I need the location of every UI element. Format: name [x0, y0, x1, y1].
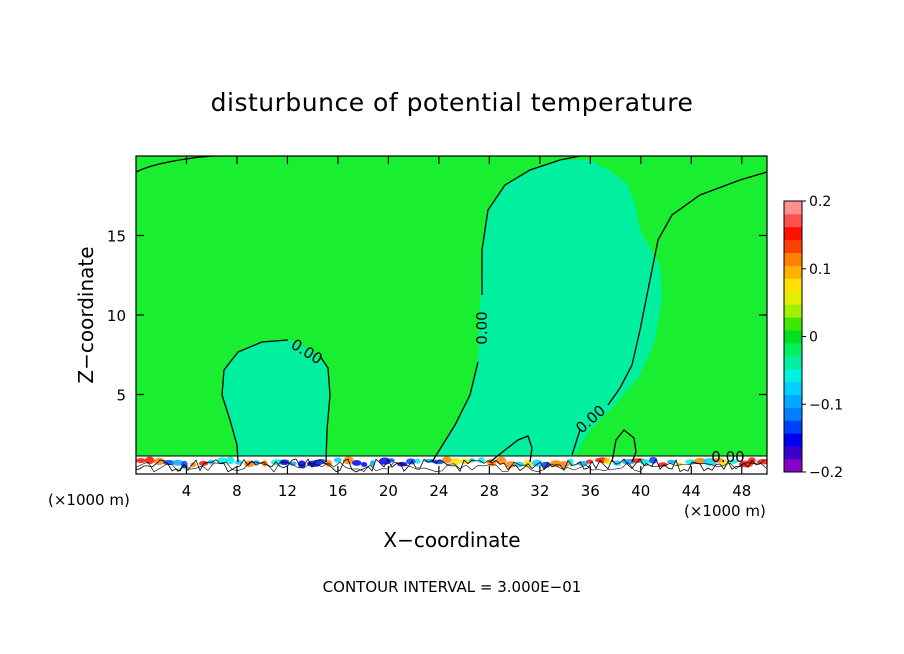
zero-contour-left [221, 339, 331, 463]
near-zero-region-left [222, 340, 330, 462]
colorbar-tick-label: 0.2 [809, 194, 831, 210]
x-tick-label: 32 [530, 482, 549, 500]
colorbar-tick-label: 0.1 [809, 262, 831, 278]
zero-contour-lines [136, 156, 767, 463]
colorbar-swatch [784, 433, 802, 447]
colorbar-swatch [784, 459, 802, 473]
y-axis: 5 10 15 [107, 228, 767, 405]
colorbar-swatch [784, 368, 802, 383]
x-tick-label: 48 [732, 482, 751, 500]
colorbar-swatch [784, 342, 802, 357]
contour-label-middle: 0.00 [473, 311, 491, 344]
plot-area: 0.00 0.00 0.00 0.00 [136, 156, 767, 474]
x-unit-left: (×1000 m) [48, 491, 130, 509]
x-tick-label: 36 [581, 482, 600, 500]
colorbar-swatch [784, 317, 802, 331]
x-tick-label: 24 [429, 482, 448, 500]
x-tick-label: 4 [182, 482, 192, 500]
colorbar-tick-label: −0.2 [809, 465, 843, 481]
near-zero-region-core-left [268, 436, 286, 462]
colorbar-swatch [784, 239, 802, 254]
y-tick-label: 10 [107, 307, 126, 325]
colorbar-swatch [784, 394, 802, 408]
colorbar-swatch [784, 265, 802, 279]
colorbar-swatch [784, 407, 802, 421]
y-tick-label: 5 [116, 387, 126, 405]
x-tick-label: 16 [328, 482, 347, 500]
x-tick-label: 28 [480, 482, 499, 500]
colorbar-swatch [784, 213, 802, 228]
colorbar-tick-label: 0 [809, 330, 818, 346]
x-axis: 4 8 12 16 20 24 28 32 36 40 44 48 [182, 156, 751, 500]
colorbar-swatch [784, 226, 802, 241]
y-axis-label: Z−coordinate [74, 246, 98, 383]
x-tick-label: 20 [379, 482, 398, 500]
x-tick-label: 44 [682, 482, 701, 500]
colorbar-swatch [784, 420, 802, 434]
zero-contour-middle [431, 156, 767, 463]
contour-interval-footer: CONTOUR INTERVAL = 3.000E−01 [323, 578, 582, 596]
colorbar-swatch [784, 355, 802, 370]
contour-label-bottom: 0.00 [711, 448, 744, 466]
zero-contour-top [136, 156, 216, 173]
y-tick-label: 15 [107, 228, 126, 246]
chart-title: disturbunce of potential temperature [211, 88, 694, 117]
colorbar: 0.2 0.1 0 −0.1 −0.2 [783, 194, 843, 481]
x-tick-label: 40 [631, 482, 650, 500]
field-background [136, 156, 767, 474]
near-zero-region-middle [432, 160, 662, 462]
near-zero-region-core [542, 328, 600, 462]
x-axis-label: X−coordinate [383, 528, 520, 552]
colorbar-swatch [784, 291, 802, 305]
zero-contour-small-1 [489, 435, 533, 463]
colorbar-swatch [784, 252, 802, 266]
x-tick-label: 8 [232, 482, 242, 500]
x-tick-label: 12 [278, 482, 297, 500]
colorbar-swatch [784, 381, 802, 395]
surface-layer-band [136, 455, 767, 474]
x-unit-right: (×1000 m) [684, 502, 766, 520]
colorbar-swatch [784, 304, 802, 318]
colorbar-tick-label: −0.1 [809, 397, 843, 413]
colorbar-swatch [784, 446, 802, 460]
colorbar-swatch [784, 330, 802, 344]
colorbar-swatch [784, 278, 802, 292]
zero-contour-small-2 [611, 429, 637, 463]
colorbar-swatch [784, 201, 802, 215]
